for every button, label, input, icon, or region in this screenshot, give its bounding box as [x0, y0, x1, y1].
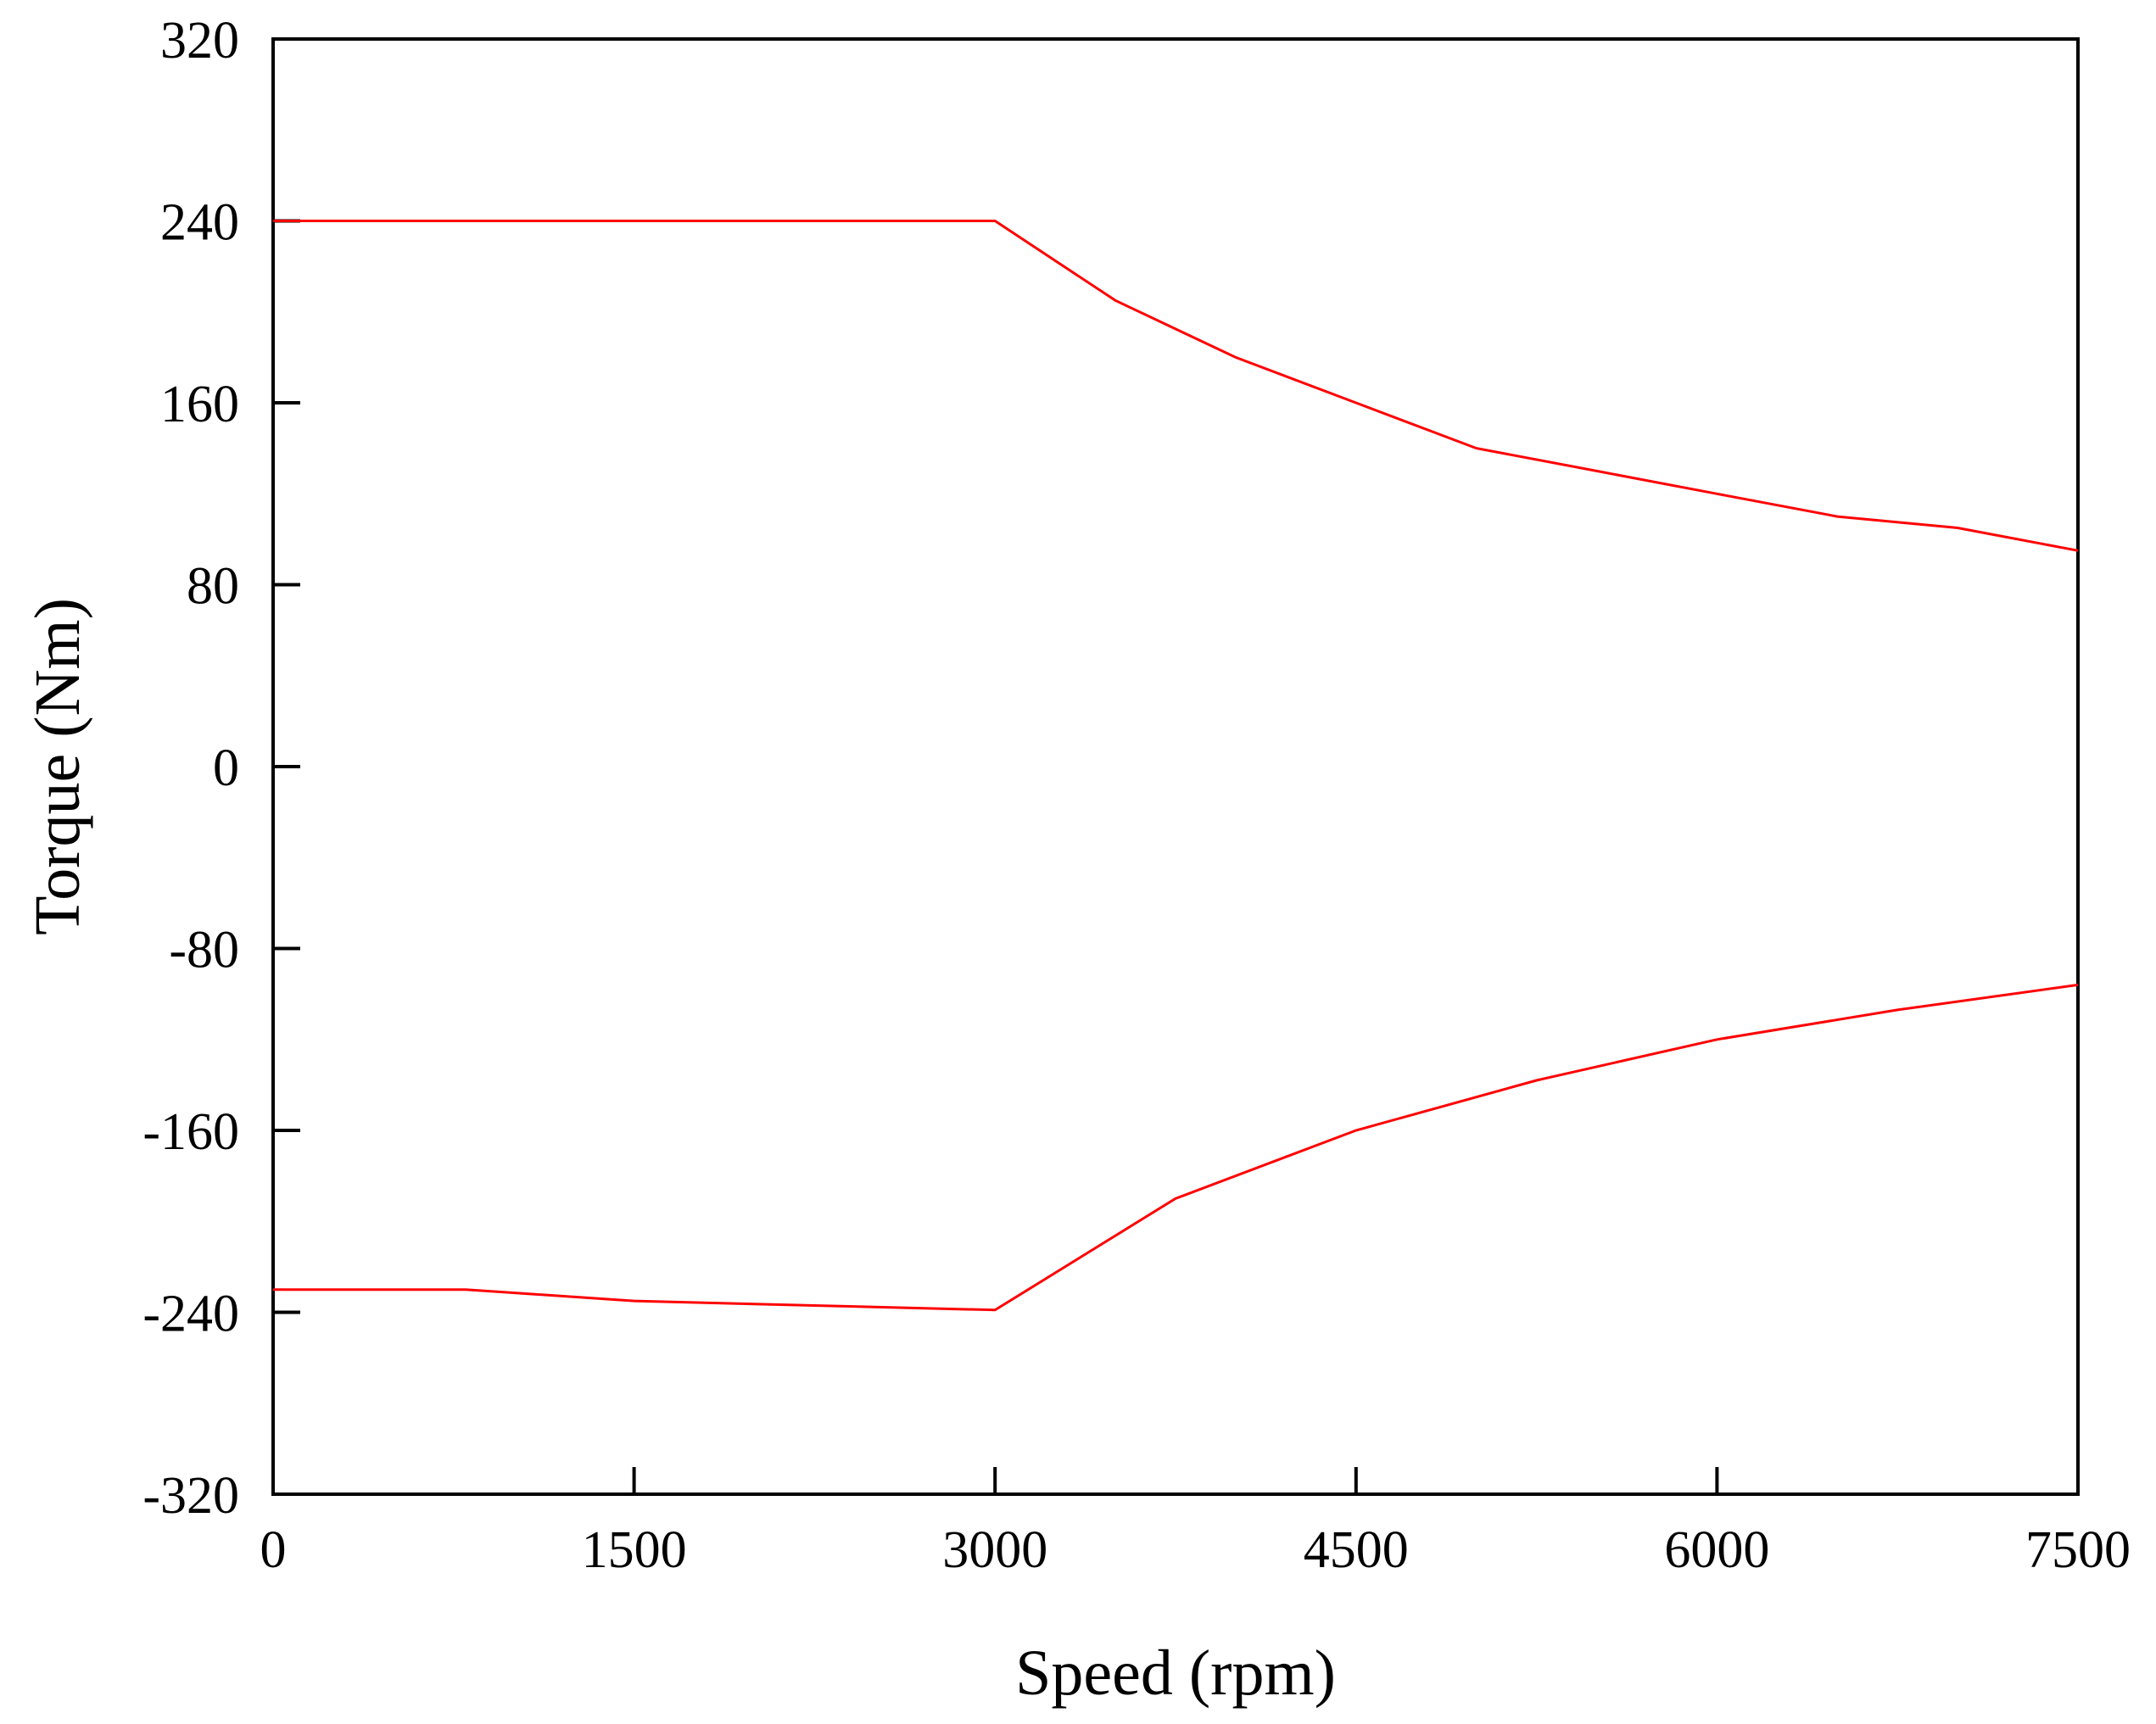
- y-tick-label: -240: [142, 1286, 239, 1343]
- y-tick-label: 320: [160, 12, 239, 70]
- y-tick-label: 80: [187, 558, 239, 616]
- x-tick-label: 7500: [2025, 1521, 2131, 1579]
- x-axis-title: Speed (rpm): [1015, 1638, 1336, 1709]
- series-layer: [273, 220, 2079, 1312]
- x-axis-ticks: 0 1500 3000 4500 6000 7500: [260, 1467, 2131, 1579]
- y-tick-label: 240: [160, 194, 239, 252]
- x-tick-label: 6000: [1664, 1521, 1769, 1579]
- y-axis-ticks: 320 240 160 80 0 -80 -160 -240 -320: [142, 12, 300, 1525]
- y-axis-title: Torque (Nm): [22, 598, 93, 935]
- plot-frame: [271, 37, 2080, 1496]
- x-tick-label: 1500: [582, 1521, 687, 1579]
- x-tick-label: 3000: [942, 1521, 1047, 1579]
- y-tick-label: 160: [160, 376, 239, 433]
- y-tick-label: 0: [213, 739, 239, 797]
- series-line-lower: [273, 983, 2079, 1312]
- x-tick-label: 4500: [1304, 1521, 1409, 1579]
- series-line-upper: [273, 220, 2079, 552]
- y-tick-label: -80: [169, 922, 239, 979]
- y-tick-label: -160: [142, 1103, 239, 1161]
- x-tick-label: 0: [260, 1521, 287, 1579]
- y-tick-label: -320: [142, 1467, 239, 1525]
